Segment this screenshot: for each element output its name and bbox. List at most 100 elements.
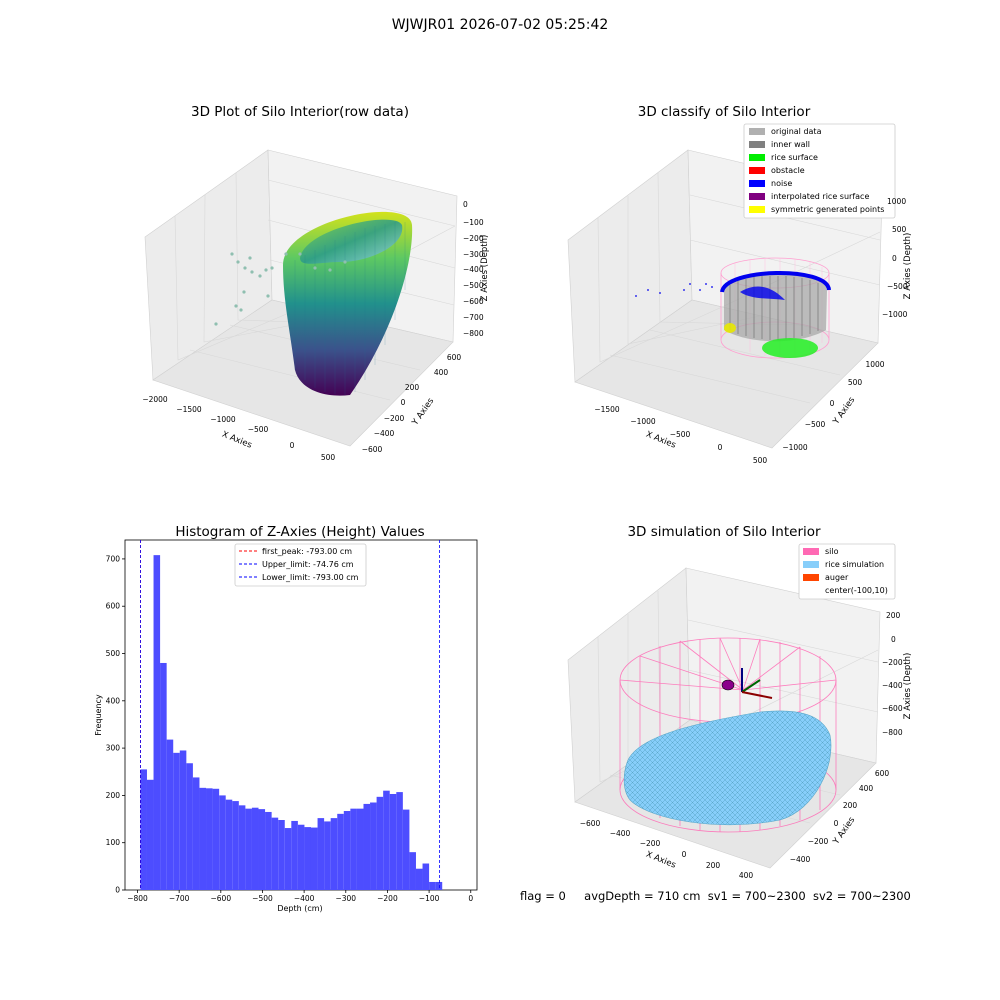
raw-z-ticks: 0 −100 −200 −300 −400 −500 −600 −700 −80… — [463, 200, 484, 338]
tick-label: −200 — [640, 839, 661, 848]
tick-label: 400 — [739, 871, 754, 880]
histogram-bar — [258, 809, 266, 890]
panel-simulation-3d: 3D simulation of Silo Interior — [567, 524, 913, 880]
tick-label: −1000 — [882, 310, 908, 319]
legend-label: silo — [825, 547, 839, 556]
histogram-bar — [330, 818, 338, 890]
histogram-bar — [304, 827, 311, 890]
raw-x-ticks: −2000 −1500 −1000 −500 0 500 — [142, 395, 335, 462]
classify-noise-ring — [720, 270, 831, 293]
tick-label: −800 — [882, 728, 903, 737]
classify-legend: original data inner wall rice surface ob… — [743, 123, 896, 219]
histogram-legend: first_peak: -793.00 cm Upper_limit: -74.… — [234, 543, 367, 587]
tick-label: 0 — [830, 399, 835, 408]
histogram-bar — [199, 787, 207, 890]
status-sv1: sv1 = 700~2300 — [707, 889, 806, 903]
classify-zlabel: Z Axies (Depth) — [903, 233, 913, 300]
tick-label: −300 — [463, 250, 484, 259]
legend-label: original data — [771, 127, 822, 136]
legend-swatch — [749, 141, 765, 148]
y-tick-label: 400 — [106, 696, 121, 705]
histogram-bar — [389, 793, 397, 890]
legend-label: obstacle — [771, 166, 805, 175]
histogram-bar — [409, 852, 416, 890]
tick-label: 0 — [891, 635, 896, 644]
legend-label: auger — [825, 573, 849, 582]
tick-label: −1000 — [630, 417, 656, 426]
histogram-bar — [343, 811, 351, 890]
histogram-bar — [265, 811, 272, 890]
tick-label: −200 — [384, 414, 405, 423]
histogram-ylabel: Frequency — [94, 694, 103, 736]
legend-swatch — [749, 128, 765, 135]
simulation-legend: silo rice simulation auger center(-100,1… — [798, 543, 896, 600]
tick-label: −2000 — [142, 395, 168, 404]
histogram-xlabel: Depth (cm) — [277, 904, 322, 913]
sim-auger — [721, 679, 735, 691]
tick-label: 1000 — [887, 197, 906, 206]
sim-rice-surface — [623, 710, 832, 826]
histogram-bar — [415, 868, 423, 890]
histogram-bar — [173, 752, 180, 890]
histogram-bar — [402, 809, 410, 890]
histogram-title: Histogram of Z-Axies (Height) Values — [175, 524, 424, 540]
sim-z-ticks: 200 0 −200 −400 −600 −800 — [882, 611, 903, 737]
classify-z-ticks: 1000 500 0 −500 −1000 — [882, 197, 908, 319]
histogram-bar — [179, 750, 187, 890]
sim-center-axes — [741, 668, 773, 699]
status-avg-depth: avgDepth = 710 cm — [584, 889, 701, 903]
tick-label: −200 — [882, 658, 903, 667]
tick-label: −400 — [790, 855, 811, 864]
legend-swatch — [749, 206, 765, 213]
tick-label: 400 — [859, 784, 874, 793]
histogram-bar — [146, 779, 154, 890]
x-tick-label: −800 — [127, 894, 148, 903]
tick-label: −400 — [610, 829, 631, 838]
x-tick-label: −100 — [419, 894, 440, 903]
tick-label: −600 — [580, 819, 601, 828]
tick-label: 0 — [682, 850, 687, 859]
x-tick-label: −400 — [294, 894, 315, 903]
y-tick-label: 300 — [106, 744, 121, 753]
classify-rice-surface — [762, 338, 818, 358]
tick-label: 0 — [463, 200, 468, 209]
y-tick-label: 500 — [106, 649, 121, 658]
tick-label: −400 — [374, 429, 395, 438]
legend-swatch — [803, 548, 819, 555]
histogram-threshold-lines — [140, 540, 441, 890]
histogram-bar — [422, 863, 430, 890]
panel-histogram: Histogram of Z-Axies (Height) Values −80… — [94, 524, 478, 913]
tick-label: 0 — [401, 398, 406, 407]
histogram-bar — [317, 818, 325, 890]
tick-label: 200 — [706, 861, 721, 870]
histogram-bar — [284, 828, 292, 890]
legend-swatch — [749, 167, 765, 174]
legend-label: inner wall — [771, 140, 810, 149]
legend-label: interpolated rice surface — [771, 192, 869, 201]
classify-noise-cluster — [740, 286, 785, 300]
raw-y-ticks: −600 −400 −200 0 200 400 600 — [362, 353, 462, 454]
histogram-bar — [225, 799, 233, 890]
legend-label: Lower_limit: -793.00 cm — [262, 573, 359, 582]
histogram-bar — [192, 777, 200, 890]
status-line: flag = 0 avgDepth = 710 cm sv1 = 700~230… — [520, 889, 911, 903]
histogram-bar — [160, 662, 167, 890]
sim-x-ticks: −600 −400 −200 0 200 400 — [580, 819, 754, 880]
panel-raw-3d: 3D Plot of Silo Interior(row data) — [142, 104, 490, 462]
legend-label: noise — [771, 179, 792, 188]
tick-label: 600 — [447, 353, 462, 362]
tick-label: −800 — [463, 329, 484, 338]
histogram-bar — [297, 824, 305, 890]
histogram-bar — [251, 807, 259, 890]
tick-label: 500 — [321, 453, 336, 462]
histogram-y-ticks: 0 100 200 300 400 500 600 700 — [106, 554, 125, 895]
tick-label: −1000 — [782, 443, 808, 452]
status-sv2: sv2 = 700~2300 — [812, 889, 911, 903]
tick-label: −200 — [808, 837, 829, 846]
tick-label: 600 — [875, 769, 890, 778]
histogram-bars — [140, 555, 443, 890]
tick-label: −400 — [882, 681, 903, 690]
histogram-bar — [245, 808, 252, 890]
histogram-bar — [166, 739, 174, 890]
histogram-bar — [337, 813, 344, 890]
